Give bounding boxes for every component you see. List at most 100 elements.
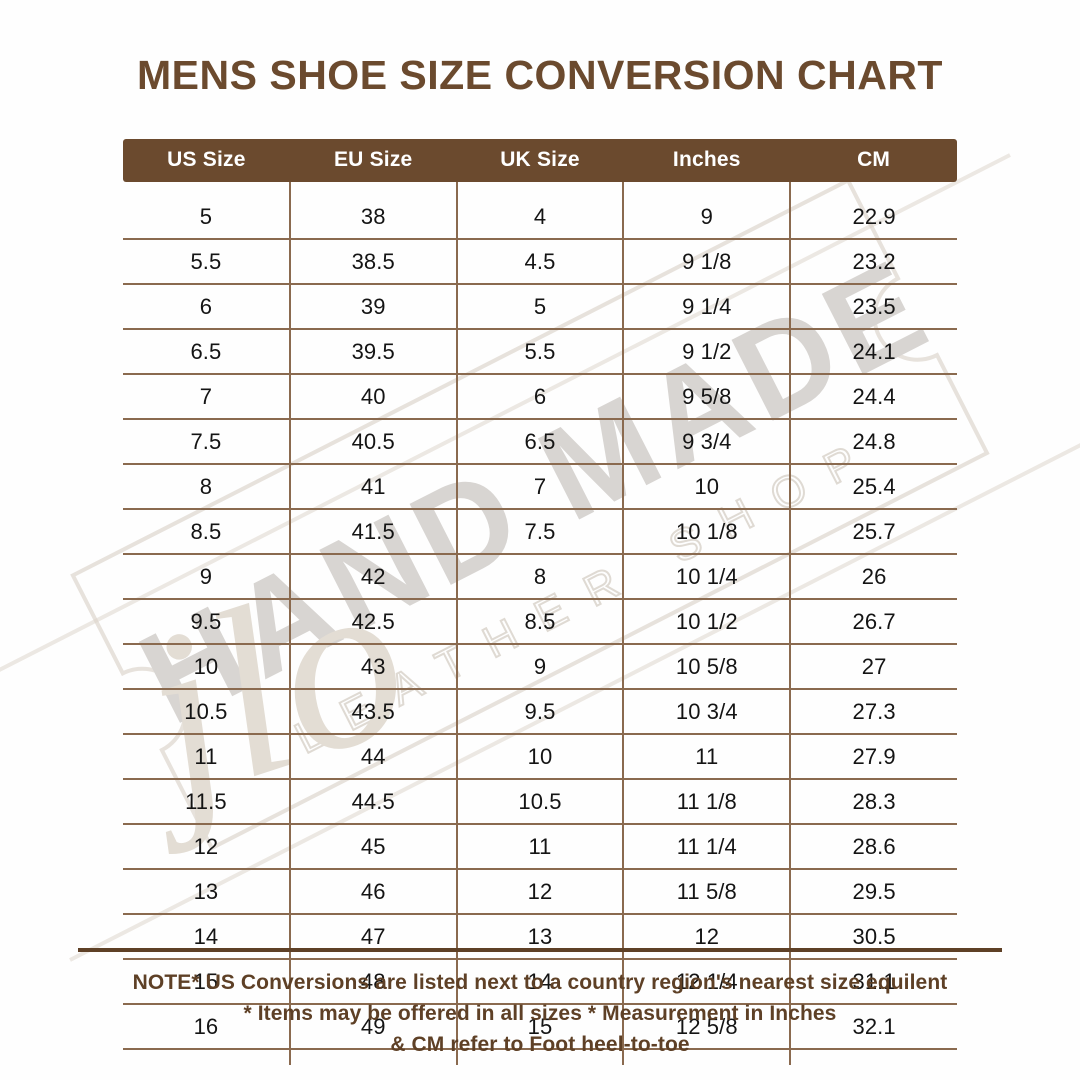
cell-cm: 22.9	[790, 195, 957, 240]
cell-eu-size: 38.5	[289, 239, 458, 285]
cell-us-size: 6	[123, 284, 291, 330]
cell-us-size: 8.5	[123, 509, 291, 555]
cell-cm: 27.3	[790, 689, 957, 735]
table-row: 15 48 14 12 1/4 31.1	[123, 959, 957, 1005]
footer-notes: NOTE* US Conversions are listed next to …	[0, 967, 1080, 1060]
cell-uk-size: 8	[456, 554, 625, 600]
table-row: 6.5 39.5 5.5 9 1/2 24.1	[123, 329, 957, 375]
table-row: 10 43 9 10 5/8 27	[123, 644, 957, 690]
table-spacer-cell	[289, 182, 458, 195]
table-tail-cell	[456, 1049, 625, 1065]
cell-us-size: 13	[123, 869, 291, 915]
table-row: 8 41 7 10 25.4	[123, 464, 957, 510]
cell-inches: 12 1/4	[623, 959, 792, 1005]
table-row: 6 39 5 9 1/4 23.5	[123, 284, 957, 330]
cell-eu-size: 48	[289, 959, 458, 1005]
cell-uk-size: 6.5	[456, 419, 625, 465]
cell-inches: 9 5/8	[623, 374, 792, 420]
cell-cm: 25.4	[790, 464, 957, 510]
cell-us-size: 10.5	[123, 689, 291, 735]
cell-eu-size: 44	[289, 734, 458, 780]
cell-inches: 10	[623, 464, 792, 510]
cell-eu-size: 39.5	[289, 329, 458, 375]
table-row: 7.5 40.5 6.5 9 3/4 24.8	[123, 419, 957, 465]
cell-cm: 32.1	[790, 1004, 957, 1050]
cell-cm: 27.9	[790, 734, 957, 780]
cell-cm: 28.6	[790, 824, 957, 870]
table-row: 13 46 12 11 5/8 29.5	[123, 869, 957, 915]
cell-us-size: 11.5	[123, 779, 291, 825]
table-spacer-cell	[790, 182, 957, 195]
page-title: MENS SHOE SIZE CONVERSION CHART	[137, 52, 943, 98]
cell-eu-size: 41.5	[289, 509, 458, 555]
cell-inches: 10 5/8	[623, 644, 792, 690]
table-row: 11.5 44.5 10.5 11 1/8 28.3	[123, 779, 957, 825]
cell-eu-size: 40	[289, 374, 458, 420]
cell-cm: 31.1	[790, 959, 957, 1005]
table-tail-cell	[123, 1049, 291, 1065]
cell-us-size: 9.5	[123, 599, 291, 645]
cell-uk-size: 9	[456, 644, 625, 690]
cell-cm: 25.7	[790, 509, 957, 555]
cell-inches: 9 3/4	[623, 419, 792, 465]
cell-us-size: 16	[123, 1004, 291, 1050]
table-row: 8.5 41.5 7.5 10 1/8 25.7	[123, 509, 957, 555]
cell-cm: 26	[790, 554, 957, 600]
cell-uk-size: 14	[456, 959, 625, 1005]
cell-uk-size: 13	[456, 914, 625, 960]
column-header-eu-size: EU Size	[289, 139, 457, 182]
cell-us-size: 5.5	[123, 239, 291, 285]
cell-eu-size: 42.5	[289, 599, 458, 645]
cell-uk-size: 6	[456, 374, 625, 420]
cell-cm: 29.5	[790, 869, 957, 915]
cell-eu-size: 42	[289, 554, 458, 600]
column-header-uk-size: UK Size	[456, 139, 624, 182]
cell-cm: 24.1	[790, 329, 957, 375]
cell-uk-size: 10.5	[456, 779, 625, 825]
cell-uk-size: 8.5	[456, 599, 625, 645]
column-header-us-size: US Size	[123, 139, 290, 182]
cell-us-size: 10	[123, 644, 291, 690]
cell-us-size: 5	[123, 195, 291, 240]
table-row: 7 40 6 9 5/8 24.4	[123, 374, 957, 420]
cell-eu-size: 45	[289, 824, 458, 870]
cell-cm: 27	[790, 644, 957, 690]
table-spacer-row	[123, 182, 957, 195]
cell-inches: 10 1/8	[623, 509, 792, 555]
table-tail-row	[123, 1049, 957, 1065]
cell-inches: 11 5/8	[623, 869, 792, 915]
cell-us-size: 9	[123, 554, 291, 600]
footer-line-3: & CM refer to Foot heel-to-toe	[390, 1033, 690, 1056]
footer-divider	[78, 948, 1002, 952]
cell-us-size: 7.5	[123, 419, 291, 465]
cell-uk-size: 5	[456, 284, 625, 330]
cell-eu-size: 47	[289, 914, 458, 960]
cell-us-size: 11	[123, 734, 291, 780]
table-row: 5 38 4 9 22.9	[123, 195, 957, 240]
cell-inches: 9 1/4	[623, 284, 792, 330]
cell-uk-size: 4	[456, 195, 625, 240]
table-row: 12 45 11 11 1/4 28.6	[123, 824, 957, 870]
cell-cm: 24.4	[790, 374, 957, 420]
cell-inches: 10 3/4	[623, 689, 792, 735]
table-body: 5 38 4 9 22.9 5.5 38.5 4.5 9 1/8 23.2 6 39 5 9 1/4 23.…	[123, 182, 957, 1065]
cell-uk-size: 7	[456, 464, 625, 510]
cell-inches: 9 1/8	[623, 239, 792, 285]
cell-uk-size: 10	[456, 734, 625, 780]
cell-eu-size: 38	[289, 195, 458, 240]
cell-eu-size: 46	[289, 869, 458, 915]
table-row: 9 42 8 10 1/4 26	[123, 554, 957, 600]
cell-us-size: 7	[123, 374, 291, 420]
column-header-cm: CM	[790, 139, 957, 182]
cell-inches: 12	[623, 914, 792, 960]
cell-cm: 24.8	[790, 419, 957, 465]
cell-cm: 30.5	[790, 914, 957, 960]
table-row: 10.5 43.5 9.5 10 3/4 27.3	[123, 689, 957, 735]
size-chart-table: US Size EU Size UK Size Inches CM 5 38 4 9 2…	[123, 139, 957, 1065]
cell-uk-size: 5.5	[456, 329, 625, 375]
table-row: 5.5 38.5 4.5 9 1/8 23.2	[123, 239, 957, 285]
column-header-inches: Inches	[623, 139, 791, 182]
cell-uk-size: 9.5	[456, 689, 625, 735]
cell-inches: 9 1/2	[623, 329, 792, 375]
